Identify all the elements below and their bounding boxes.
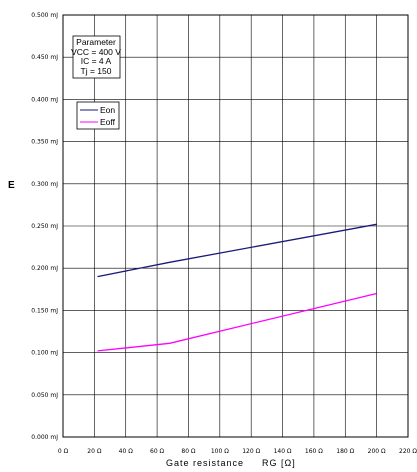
- x-tick-label: 220 Ω: [399, 448, 417, 455]
- x-tick-label: 180 Ω: [336, 448, 354, 455]
- y-axis-ticks: 0.000 mJ 0.050 mJ 0.100 mJ 0.150 mJ 0.200 mJ…: [31, 12, 58, 441]
- x-tick-label: 0 Ω: [58, 448, 69, 455]
- y-tick-label: 0.500 mJ: [31, 12, 58, 19]
- legend-label-eoff: Eoff: [100, 117, 116, 127]
- y-tick-label: 0.050 mJ: [31, 392, 58, 399]
- parameter-title: Parameter: [76, 37, 116, 47]
- x-tick-label: 80 Ω: [181, 448, 196, 455]
- legend: Eon Eoff: [76, 101, 120, 130]
- y-tick-label: 0.450 mJ: [31, 54, 58, 61]
- series-line-eoff: [97, 292, 377, 352]
- y-tick-label: 0.250 mJ: [31, 223, 58, 230]
- x-tick-label: 120 Ω: [242, 448, 260, 455]
- x-tick-label: 20 Ω: [87, 448, 102, 455]
- x-tick-label: 140 Ω: [274, 448, 292, 455]
- plot-frame: [62, 14, 409, 438]
- series-line-eon: [97, 223, 377, 278]
- y-tick-label: 0.300 mJ: [31, 181, 58, 188]
- x-tick-label: 40 Ω: [119, 448, 134, 455]
- y-tick-label: 0.100 mJ: [31, 350, 58, 357]
- series-layer: [97, 223, 377, 352]
- x-axis-ticks: 0 Ω 20 Ω 40 Ω 60 Ω 80 Ω 100 Ω 120 Ω 140 Ω 160 Ω 1…: [58, 448, 417, 455]
- legend-frame: [76, 101, 120, 130]
- x-axis-label: Gate resistance: [166, 458, 244, 468]
- x-axis-symbol: RG [Ω]: [262, 458, 296, 468]
- x-tick-label: 200 Ω: [368, 448, 386, 455]
- parameter-line-2: IC = 4 A: [81, 56, 112, 66]
- x-tick-label: 60 Ω: [150, 448, 165, 455]
- y-tick-label: 0.150 mJ: [31, 307, 58, 314]
- x-tick-label: 100 Ω: [211, 448, 229, 455]
- legend-label-eon: Eon: [100, 105, 115, 115]
- x-tick-label: 160 Ω: [305, 448, 323, 455]
- parameter-box: Parameter VCC = 400 V IC = 4 A Tj = 150: [71, 35, 121, 79]
- y-tick-label: 0.350 mJ: [31, 139, 58, 146]
- y-axis-label: E: [8, 180, 15, 191]
- y-tick-label: 0.000 mJ: [31, 434, 58, 441]
- parameter-line-1: VCC = 400 V: [71, 47, 121, 57]
- y-tick-label: 0.200 mJ: [31, 265, 58, 272]
- y-tick-label: 0.400 mJ: [31, 96, 58, 103]
- parameter-line-3: Tj = 150: [81, 66, 112, 76]
- parameter-box-frame: [72, 35, 121, 79]
